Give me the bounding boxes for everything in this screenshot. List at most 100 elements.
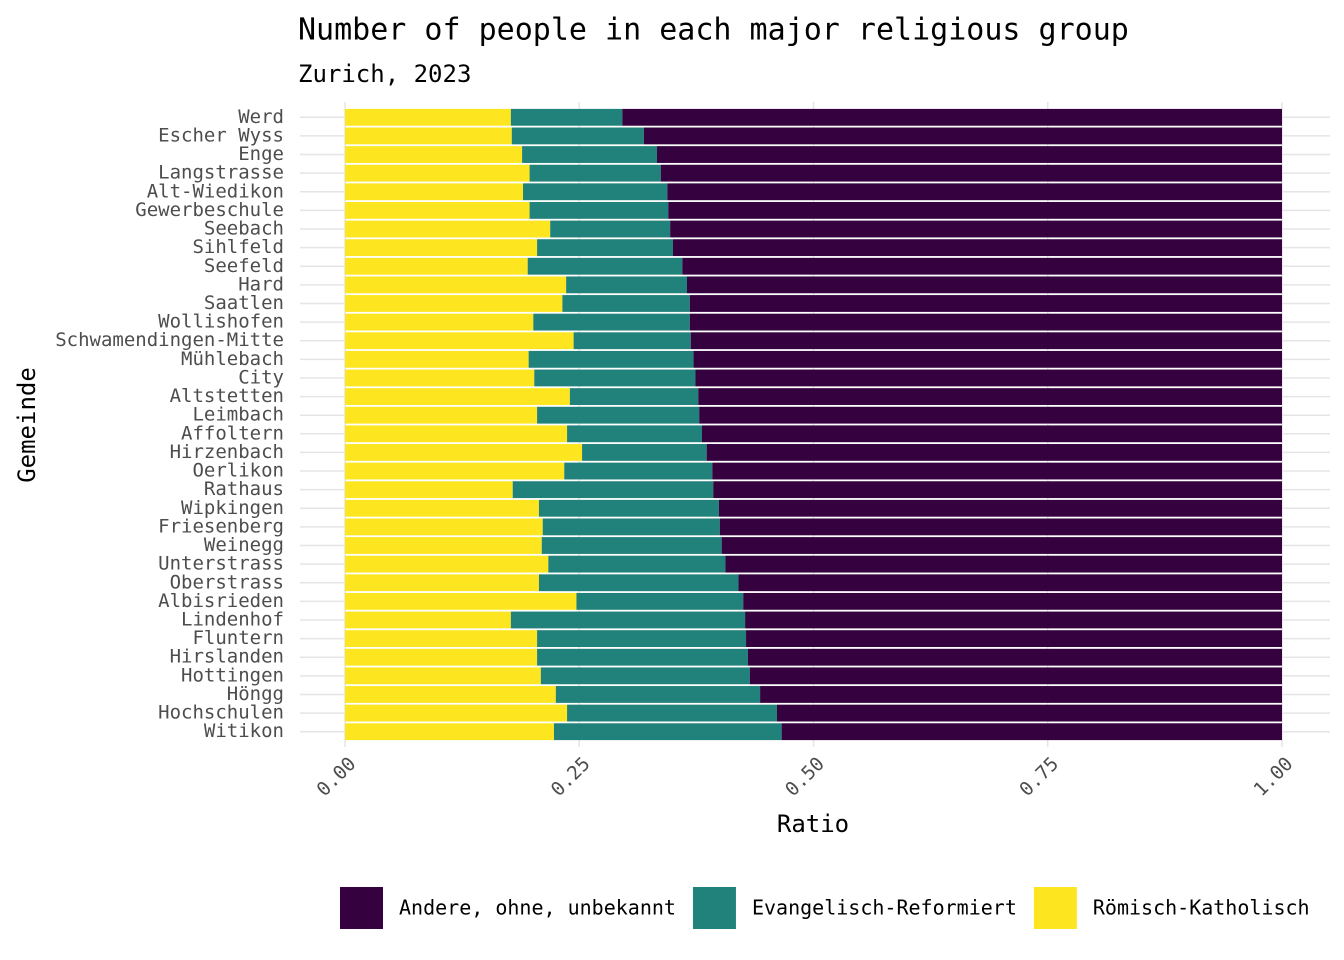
bar-segment <box>701 425 1282 443</box>
y-tick-label: Saatlen <box>204 292 284 314</box>
y-tick-label: Friesenberg <box>158 515 284 537</box>
bar-segment <box>345 127 512 145</box>
bar-segment <box>721 537 1282 554</box>
y-tick-label: Albisrieden <box>158 590 284 612</box>
bar-segment <box>345 555 549 573</box>
bar-segment <box>548 555 726 573</box>
bar-segment <box>523 183 668 201</box>
bar-segment <box>738 574 1282 592</box>
bar-segment <box>567 425 702 443</box>
bar-segment <box>345 313 534 331</box>
bar-segment <box>695 369 1282 387</box>
bar-segment <box>706 444 1282 461</box>
y-tick-label: Hirslanden <box>170 646 284 668</box>
bar-segment <box>555 686 761 703</box>
bar-segment <box>537 648 748 666</box>
bar-segment <box>510 611 746 629</box>
y-tick-label: Affoltern <box>181 422 284 444</box>
bar-segment <box>541 537 722 554</box>
y-tick-label: Mühlebach <box>181 348 284 370</box>
legend-item: Andere, ohne, unbekannt <box>340 887 676 929</box>
bar-segment <box>745 611 1282 629</box>
bar-segment <box>345 388 570 405</box>
bar-segment <box>345 481 513 499</box>
bar-segment <box>687 276 1282 294</box>
bar-segment <box>760 686 1282 703</box>
bar-segment <box>542 518 720 536</box>
bar-segment <box>345 164 530 182</box>
y-axis-label: Gemeinde <box>13 367 41 483</box>
bar-segment <box>537 239 673 257</box>
legend-label: Römisch-Katholisch <box>1093 896 1310 920</box>
y-tick-label: Rathaus <box>204 478 284 500</box>
legend-item: Römisch-Katholisch <box>1033 887 1310 929</box>
y-tick-label: Alt-Wiedikon <box>147 180 284 202</box>
legend-swatch <box>340 887 383 929</box>
bar-segment <box>566 276 688 294</box>
bar-segment <box>345 239 538 257</box>
bar-segment <box>345 425 568 443</box>
bar-segment <box>682 257 1282 275</box>
bar-segment <box>527 257 683 275</box>
bar-segment <box>699 406 1282 424</box>
bar-segment <box>345 444 583 461</box>
y-tick-label: Gewerbeschule <box>135 199 284 221</box>
y-tick-label: Werd <box>238 106 284 128</box>
y-tick-label: Wollishofen <box>158 311 284 333</box>
y-tick-label: Altstetten <box>170 385 284 407</box>
x-tick-label: 0.75 <box>1015 753 1063 801</box>
bar-segment <box>345 630 538 648</box>
y-tick-label: Enge <box>238 143 284 165</box>
legend-label: Andere, ohne, unbekannt <box>399 896 676 920</box>
bar-segment <box>725 555 1282 573</box>
bar-segment <box>345 537 542 554</box>
bar-segment <box>345 518 543 536</box>
y-tick-label: Escher Wyss <box>158 124 284 146</box>
bar-segment <box>689 295 1282 312</box>
bar-segment <box>660 164 1282 182</box>
y-tick-label: Langstrasse <box>158 162 284 184</box>
bar-segment <box>537 406 700 424</box>
bar-segment <box>529 201 669 219</box>
legend-swatch <box>1033 887 1077 929</box>
chart-subtitle: Zurich, 2023 <box>298 60 471 88</box>
bar-segment <box>345 648 538 666</box>
y-tick-label: City <box>238 366 284 388</box>
bar-segment <box>511 127 644 145</box>
bar-segment <box>569 388 699 405</box>
y-tick-label: Witikon <box>204 720 284 742</box>
y-tick-label: Schwamendingen-Mitte <box>55 329 284 351</box>
bar-segment <box>345 201 530 219</box>
bar-segment <box>345 704 568 722</box>
bar-segment <box>562 295 690 312</box>
bar-segment <box>553 723 782 741</box>
y-tick-label: Oberstrass <box>170 571 284 593</box>
y-tick-label: Wipkingen <box>181 497 284 519</box>
bar-segment <box>776 704 1282 722</box>
y-tick-label: Höngg <box>227 683 284 705</box>
bar-segment <box>345 257 528 275</box>
bar-segment <box>743 592 1282 610</box>
y-tick-label: Sihlfeld <box>192 236 284 258</box>
x-tick-label: 1.00 <box>1250 753 1298 801</box>
bar-segment <box>345 406 538 424</box>
bar-segment <box>345 350 529 368</box>
bar-segment <box>528 350 694 368</box>
bar-segment <box>550 220 671 238</box>
bar-segment <box>713 481 1282 499</box>
bar-segment <box>567 704 777 722</box>
bar-segment <box>345 146 523 163</box>
y-tick-label: Oerlikon <box>192 460 284 482</box>
bar-segment <box>522 146 658 163</box>
bar-segment <box>538 499 719 517</box>
bar-segment <box>345 499 539 517</box>
y-tick-label: Hard <box>238 273 284 295</box>
bar-segment <box>345 574 539 592</box>
bar-segment <box>698 388 1282 405</box>
y-tick-label: Lindenhof <box>181 608 284 630</box>
bar-segment <box>529 164 661 182</box>
bar-segment <box>670 220 1282 238</box>
bar-segment <box>510 108 623 126</box>
bar-segment <box>749 667 1282 685</box>
